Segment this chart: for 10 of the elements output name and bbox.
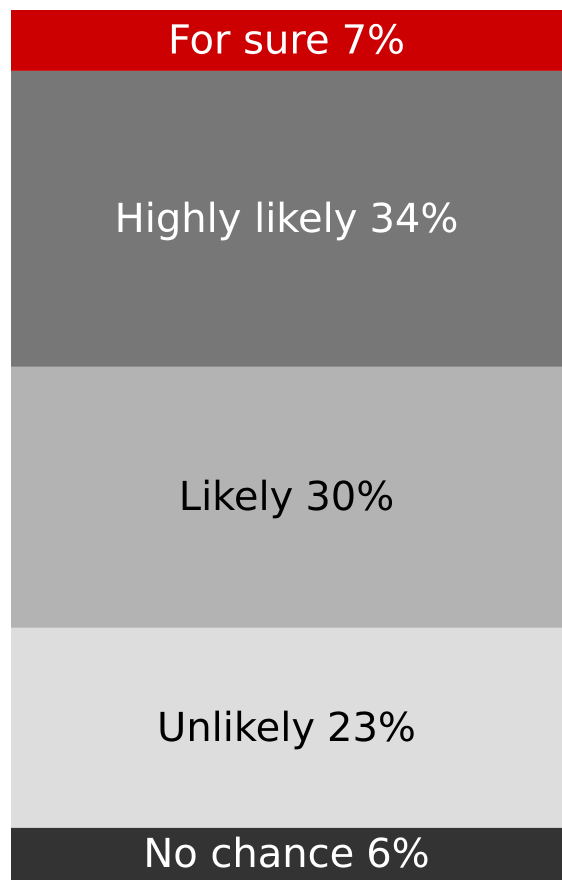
series-label: No chance bbox=[143, 830, 354, 877]
data-label: 34% bbox=[369, 196, 458, 242]
data-label: 6% bbox=[366, 830, 430, 877]
series-label: Unlikely bbox=[157, 704, 316, 751]
series-label: Highly likely bbox=[114, 196, 358, 242]
series-label: For sure bbox=[168, 17, 330, 64]
data-label: 7% bbox=[342, 17, 406, 64]
data-label: 30% bbox=[305, 474, 394, 520]
data-label: 23% bbox=[327, 704, 416, 751]
series-label: Likely bbox=[178, 474, 294, 520]
